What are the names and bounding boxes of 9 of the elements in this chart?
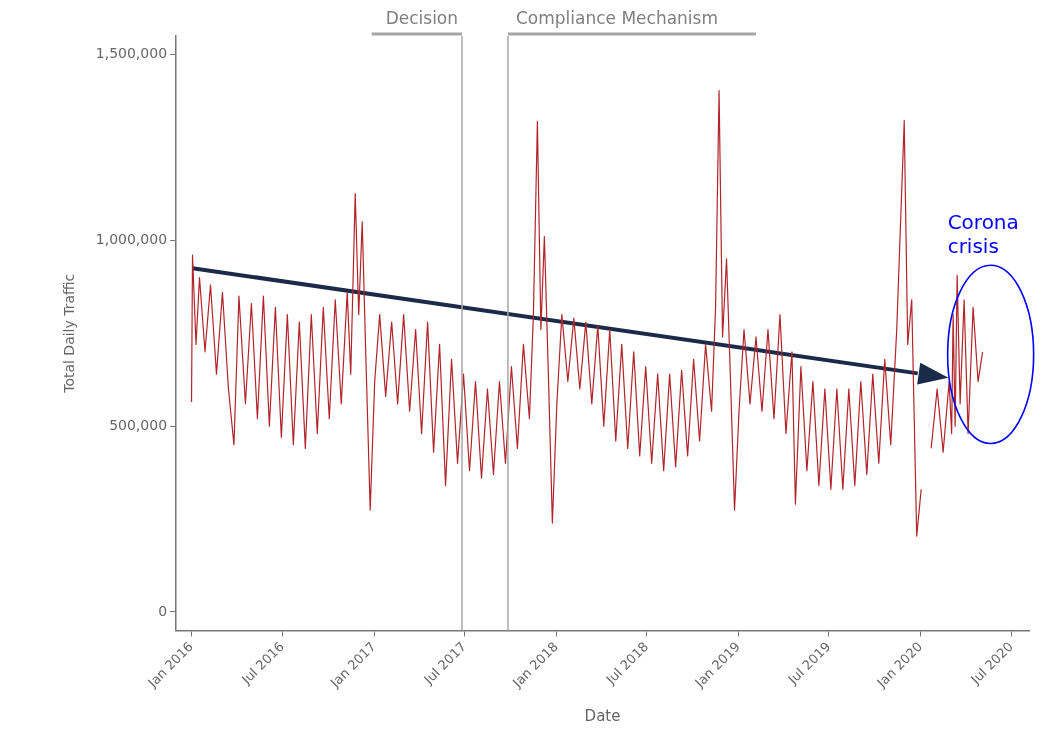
y-tick-label: 0 (158, 602, 168, 619)
ref-line-label: Decision (385, 7, 459, 28)
y-tick-label: 1,000,000 (95, 230, 168, 247)
y-axis-title: Total Daily Traffic (61, 273, 78, 394)
y-tick-label: 1,500,000 (95, 45, 168, 62)
x-axis-title: Date (584, 706, 621, 725)
annotation: Corona crisis (947, 210, 1019, 259)
y-tick-label: 500,000 (109, 416, 168, 433)
ref-line-label: Compliance Mechanism (515, 7, 719, 28)
